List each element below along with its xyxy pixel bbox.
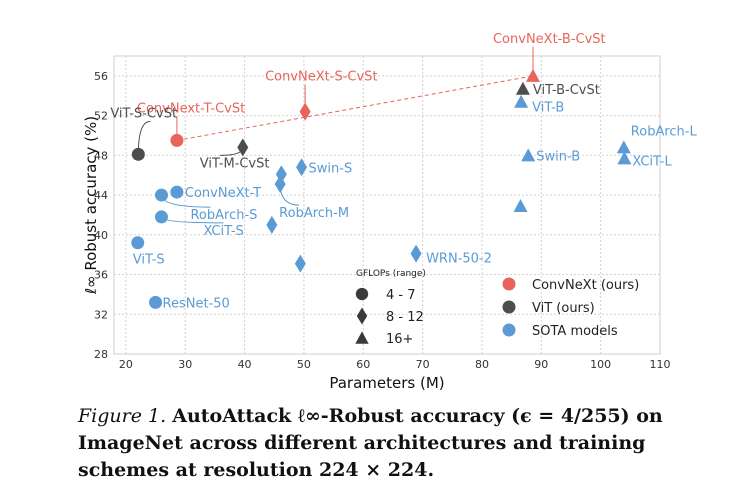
data-point bbox=[616, 140, 631, 154]
legend-color-marker bbox=[502, 323, 516, 337]
data-point bbox=[299, 102, 311, 121]
legend-size-label: 16+ bbox=[386, 332, 413, 347]
point-label: RobArch-M bbox=[279, 206, 349, 221]
point-label: ConvNext-T-CvSt bbox=[137, 101, 245, 116]
point-label: ViT-B bbox=[532, 101, 564, 116]
point-label: Swin-S bbox=[309, 161, 353, 176]
x-tick-label: 110 bbox=[650, 358, 671, 371]
trend-line bbox=[176, 75, 534, 141]
y-tick-label: 56 bbox=[94, 70, 108, 83]
point-label: ConvNeXt-T bbox=[185, 186, 261, 201]
legend-size-label: 4 - 7 bbox=[386, 288, 416, 303]
data-point bbox=[154, 210, 168, 224]
figure-number: Figure 1. bbox=[78, 405, 167, 427]
point-label: RobArch-L bbox=[631, 124, 698, 139]
point-labels: ConvNext-T-CvSt ConvNeXt-S-CvSt ConvNeXt-B… bbox=[110, 32, 697, 311]
point-label: XCiT-S bbox=[203, 224, 243, 239]
data-point bbox=[513, 198, 528, 212]
data-point bbox=[170, 133, 184, 147]
point-label: ViT-B-CvSt bbox=[533, 83, 600, 98]
figure-caption: Figure 1. AutoAttack ℓ∞-Robust accuracy … bbox=[78, 403, 728, 484]
legend-size-label: 8 - 12 bbox=[386, 310, 424, 325]
y-axis-label: ℓ∞ Robust accuracy (%) bbox=[82, 116, 100, 295]
legend-size-marker bbox=[356, 307, 368, 325]
legend-size-marker bbox=[355, 287, 369, 301]
point-label: WRN-50-2 bbox=[426, 252, 492, 267]
legend-color-label: SOTA models bbox=[532, 324, 618, 339]
point-label: ResNet-50 bbox=[163, 296, 230, 311]
data-point bbox=[525, 68, 540, 82]
x-tick-label: 80 bbox=[475, 358, 489, 371]
plot-area bbox=[113, 55, 661, 355]
data-point bbox=[149, 295, 163, 309]
x-tick-label: 50 bbox=[297, 358, 311, 371]
x-tick-label: 60 bbox=[356, 358, 370, 371]
x-tick-label: 20 bbox=[119, 358, 133, 371]
data-point bbox=[296, 158, 308, 177]
data-point bbox=[131, 147, 145, 161]
legend-color: ConvNeXt (ours) ViT (ours) SOTA models bbox=[502, 277, 639, 339]
caption-text: AutoAttack ℓ∞-Robust accuracy (ϵ = 4/255… bbox=[78, 405, 663, 481]
y-tick-labels: 28 32 36 40 44 48 52 56 bbox=[94, 70, 108, 361]
y-tick-label: 36 bbox=[94, 269, 108, 282]
data-point bbox=[274, 175, 286, 194]
legend-size-title: GFLOPs (range) bbox=[356, 269, 426, 279]
legend-color-label: ConvNeXt (ours) bbox=[532, 278, 639, 293]
y-tick-label: 28 bbox=[94, 348, 108, 361]
data-point bbox=[131, 236, 145, 250]
legend-color-label: ViT (ours) bbox=[532, 301, 595, 316]
data-point bbox=[170, 185, 184, 199]
x-tick-labels: 20 30 40 50 60 70 80 90 100 110 bbox=[119, 358, 671, 371]
data-points bbox=[131, 68, 632, 309]
x-tick-label: 100 bbox=[590, 358, 611, 371]
legend-size-marker bbox=[355, 331, 369, 344]
x-tick-label: 70 bbox=[416, 358, 430, 371]
data-point bbox=[515, 81, 530, 95]
y-tick-label: 44 bbox=[94, 189, 108, 202]
x-tick-label: 40 bbox=[238, 358, 252, 371]
x-tick-label: 30 bbox=[178, 358, 192, 371]
x-axis-label: Parameters (M) bbox=[329, 374, 444, 392]
point-label: Swin-B bbox=[536, 149, 580, 164]
data-point bbox=[237, 138, 249, 157]
legend-color-marker bbox=[502, 300, 516, 314]
grid bbox=[114, 56, 660, 354]
y-tick-label: 48 bbox=[94, 149, 108, 162]
data-point bbox=[617, 151, 632, 165]
legend-color-marker bbox=[502, 277, 516, 291]
data-point bbox=[154, 188, 168, 202]
point-label: ViT-S bbox=[133, 253, 165, 268]
point-label: ConvNeXt-S-CvSt bbox=[265, 70, 377, 85]
data-point bbox=[410, 244, 422, 263]
robust-accuracy-chart: 20 30 40 50 60 70 80 90 100 110 2832364044485256 … bbox=[82, 32, 697, 392]
point-label: XCiT-L bbox=[632, 154, 672, 169]
y-tick-label: 32 bbox=[94, 308, 108, 321]
data-point bbox=[514, 94, 529, 108]
point-label: RobArch-S bbox=[190, 208, 257, 223]
point-label: ViT-S-CvSt bbox=[110, 106, 177, 121]
data-point bbox=[521, 148, 536, 162]
y-tick-label: 40 bbox=[94, 229, 108, 242]
x-tick-label: 90 bbox=[534, 358, 548, 371]
legend-size: GFLOPs (range) 4 - 7 8 - 12 16+ bbox=[355, 269, 426, 347]
point-label: ViT-M-CvSt bbox=[200, 156, 270, 171]
y-tick-label: 52 bbox=[94, 110, 108, 123]
point-label: ConvNeXt-B-CvSt bbox=[493, 32, 606, 47]
data-point bbox=[294, 254, 306, 273]
data-point bbox=[266, 215, 278, 234]
